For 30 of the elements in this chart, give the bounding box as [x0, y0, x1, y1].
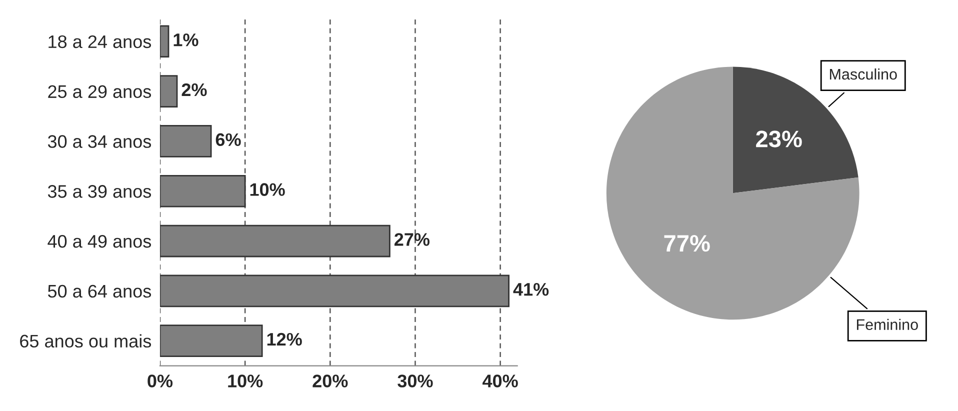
y-tick-label: 18 a 24 anos	[48, 35, 152, 48]
data-label: 1%	[174, 34, 198, 46]
data-label: 10%	[250, 183, 285, 196]
bar	[160, 274, 510, 308]
data-label: 6%	[216, 133, 241, 146]
x-tick-label: 30%	[398, 374, 433, 388]
data-label: 23%	[756, 130, 802, 148]
data-label: 12%	[267, 332, 302, 346]
slice-label: Masculino	[830, 68, 897, 80]
slice-label: Feminino	[856, 318, 918, 330]
x-tick-label: 10%	[228, 374, 263, 388]
y-tick-label: 65 anos ou mais	[20, 334, 152, 348]
data-label: 41%	[513, 283, 549, 296]
y-tick-label: 40 a 49 anos	[48, 234, 152, 248]
x-tick-label: 0%	[148, 374, 173, 388]
bar	[160, 324, 263, 358]
y-tick-label: 50 a 64 anos	[48, 284, 152, 298]
bar	[160, 125, 212, 158]
y-tick-label: 30 a 34 anos	[48, 135, 152, 148]
bar	[160, 25, 170, 58]
bar	[160, 224, 390, 258]
x-tick-label: 40%	[482, 374, 518, 388]
bar	[160, 174, 246, 208]
data-label: 27%	[394, 233, 430, 246]
data-label: 2%	[182, 83, 207, 96]
y-tick-label: 25 a 29 anos	[48, 85, 152, 98]
y-tick-label: 35 a 39 anos	[48, 185, 152, 198]
x-tick-label: 20%	[312, 374, 348, 388]
data-label: 77%	[664, 235, 710, 252]
bar	[160, 75, 178, 108]
